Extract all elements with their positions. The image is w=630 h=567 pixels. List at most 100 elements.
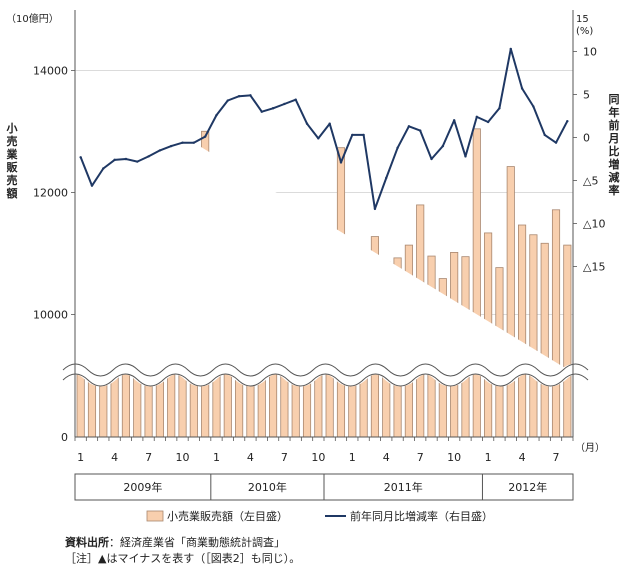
axis-break: [0, 25, 592, 387]
year-box: 2009年 2010年 2011年 2012年: [74, 473, 574, 501]
rate-point: [215, 113, 218, 117]
x-tick-label: 1: [77, 451, 84, 464]
rate-line: [79, 47, 569, 210]
bar: [529, 234, 538, 438]
rate-point: [170, 144, 173, 148]
right-tick-labels: 10 5 0 △5 △10 △15: [583, 46, 605, 274]
x-tick-label: 4: [111, 451, 118, 464]
x-tick-label: 10: [447, 451, 461, 464]
rate-point: [203, 135, 207, 138]
bar: [563, 244, 572, 438]
right-tick-label: △15: [583, 261, 605, 274]
year-label: 2012年: [508, 480, 547, 494]
bar: [472, 128, 481, 438]
rate-point: [181, 141, 184, 144]
rate-point: [396, 146, 399, 150]
left-title-char: 販: [7, 160, 19, 174]
right-title-char: 減: [609, 170, 620, 184]
rate-point: [249, 94, 252, 97]
left-tick-label: 12000: [33, 187, 68, 200]
right-unit-label: (%): [576, 26, 593, 37]
rate-point: [373, 207, 377, 211]
bar: [551, 209, 561, 438]
rate-point: [385, 176, 388, 180]
legend-bar-swatch: [146, 510, 164, 522]
x-tick-label: 7: [145, 451, 152, 464]
rate-point: [226, 99, 229, 102]
rate-point: [452, 119, 456, 122]
break-fill: [59, 363, 592, 387]
rate-point: [351, 133, 354, 137]
rate-point: [237, 95, 241, 98]
left-tick-label: 10000: [33, 309, 68, 322]
right-title-char: 比: [609, 144, 620, 158]
rate-point: [192, 141, 196, 144]
rate-point: [113, 158, 116, 162]
line-series: [79, 47, 569, 211]
right-tick-label: △10: [583, 218, 605, 231]
x-tick-label: 4: [519, 451, 526, 464]
break-band: [0, 25, 588, 380]
rate-point: [554, 141, 558, 144]
break-edge-bottom: [62, 373, 589, 387]
left-title-char: 小: [6, 121, 18, 135]
month-unit-label: （月）: [575, 442, 605, 454]
x-tick-label: 4: [383, 451, 390, 464]
footnote: ［注］▲はマイナスを表す（［図表2］も同じ）。: [65, 552, 301, 565]
rate-point: [509, 47, 512, 51]
x-tick-label: 7: [553, 451, 560, 464]
bar: [506, 166, 515, 438]
legend-line-label: 前年同月比増減率（右目盛）: [350, 509, 493, 523]
left-tick-label: 14000: [33, 65, 68, 78]
right-title-char: 増: [609, 157, 620, 171]
x-tick-label: 7: [417, 451, 424, 464]
rate-point: [475, 115, 478, 119]
bar: [540, 242, 549, 438]
rate-point: [407, 125, 411, 128]
x-tick-label: 1: [349, 451, 356, 464]
rate-point: [441, 144, 445, 148]
right-tick-label: 0: [583, 132, 590, 145]
source-text: ：経済産業省「商業動態統計調査」: [109, 536, 285, 549]
year-label: 2010年: [248, 480, 287, 494]
right-tick-label: 10: [583, 46, 597, 59]
rate-point: [498, 107, 501, 110]
left-axis-title: 小売業販売額: [6, 121, 19, 200]
rate-point: [294, 98, 297, 101]
x-tick-labels: 1 4 7 10 1 4 7 10 1 4 7 10 1 4 7: [77, 451, 559, 464]
rate-point: [317, 137, 320, 140]
right-title-char: 月: [608, 132, 620, 145]
right-tick-label: 5: [583, 89, 590, 102]
rate-point: [271, 107, 275, 110]
x-tick-label: 4: [247, 451, 254, 464]
right-title-char: 前: [609, 118, 620, 132]
left-tick-labels: 0 10000 12000 14000: [33, 65, 68, 445]
left-title-char: 売: [7, 134, 18, 148]
year-label: 2009年: [123, 480, 162, 494]
rate-point: [339, 161, 343, 164]
x-tick-label: 1: [213, 451, 220, 464]
break-edge-top: [62, 363, 589, 377]
legend: 小売業販売額（左目盛） 前年同月比増減率（右目盛）: [146, 509, 493, 523]
source-note: 資料出所：経済産業省「商業動態統計調査」: [65, 534, 285, 550]
rate-point: [543, 133, 546, 137]
rate-point: [147, 155, 150, 158]
x-tick-label: 10: [311, 451, 325, 464]
year-label: 2011年: [384, 480, 423, 494]
rate-point: [328, 122, 331, 125]
rate-point: [532, 105, 535, 108]
x-tick-label: 1: [485, 451, 492, 464]
right-title-char: 同: [609, 93, 620, 106]
rate-point: [283, 102, 286, 106]
rate-point: [136, 160, 139, 163]
x-tick-label: 10: [176, 451, 190, 464]
left-unit-label: （10億円）: [6, 12, 59, 25]
rate-point: [419, 129, 422, 132]
source-label: 資料出所: [65, 536, 109, 549]
rate-point: [79, 156, 82, 159]
rate-point: [90, 184, 94, 187]
axes: [71, 10, 577, 441]
rate-point: [158, 149, 162, 152]
left-tick-label: 0: [61, 431, 68, 444]
